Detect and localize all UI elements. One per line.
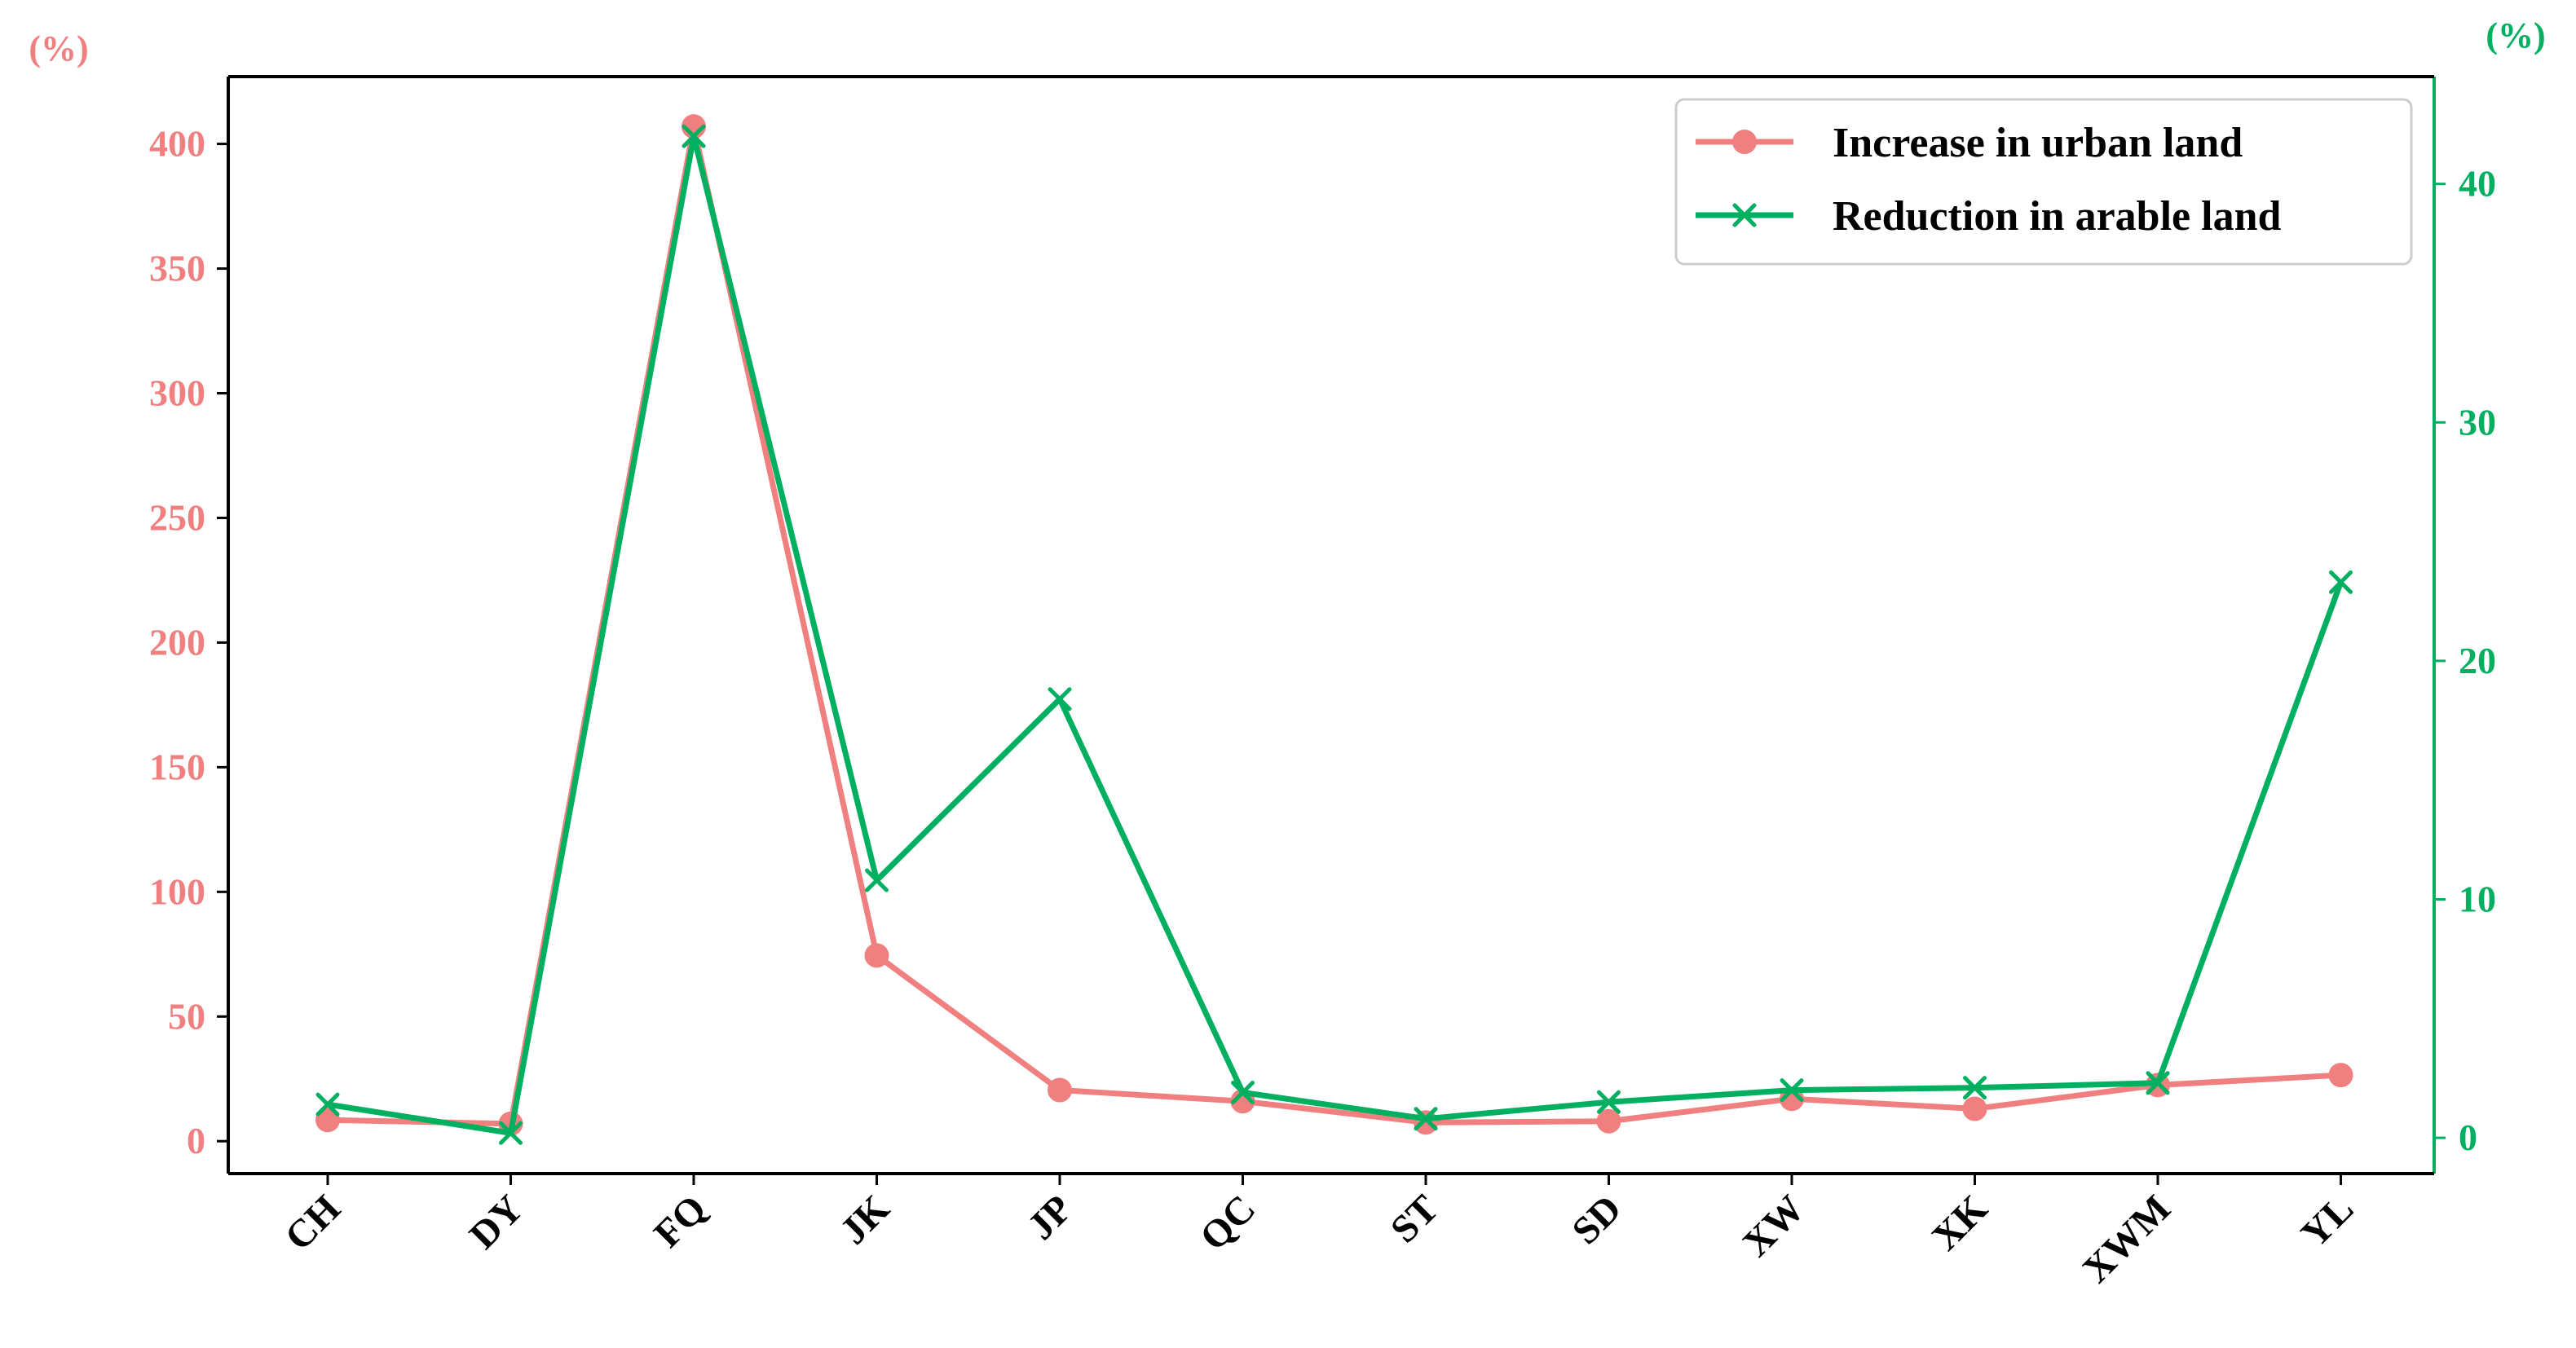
x-tick-label: YL xyxy=(2293,1187,2362,1256)
legend-arable-label: Reduction in arable land xyxy=(1833,193,2281,240)
left-tick-label: 400 xyxy=(149,123,205,165)
x-axis-ticks: CH DY FQ JK JP QC ST SD XW XK XWM YL xyxy=(276,1174,2362,1291)
arable-data-point xyxy=(1231,1081,1255,1105)
x-tick-label: JP xyxy=(1020,1187,1081,1248)
legend-arable-marker xyxy=(1732,203,1757,227)
x-tick-label: FQ xyxy=(646,1187,715,1256)
left-tick-label: 50 xyxy=(168,995,205,1037)
left-axis-unit-label: (%) xyxy=(29,29,88,68)
right-axis-unit-label: (%) xyxy=(2486,15,2545,55)
left-tick-label: 350 xyxy=(149,248,205,289)
left-tick-label: 250 xyxy=(149,496,205,538)
series-layer xyxy=(315,114,2353,1145)
x-tick-label: SD xyxy=(1564,1187,1630,1253)
right-tick-label: 0 xyxy=(2459,1117,2477,1158)
x-tick-label: JK xyxy=(831,1187,898,1253)
left-tick-label: 300 xyxy=(149,372,205,414)
arable-data-point xyxy=(1048,687,1072,711)
urban-data-point xyxy=(864,943,889,968)
urban-data-point xyxy=(1596,1108,1621,1134)
arable-series-line xyxy=(327,133,2344,1136)
arable-data-point xyxy=(681,124,706,148)
arable-data-point xyxy=(2329,570,2353,594)
arable-data-point xyxy=(865,868,889,892)
urban-data-point xyxy=(1414,1110,1438,1135)
legend-urban-marker xyxy=(1732,130,1757,154)
urban-data-point xyxy=(1048,1077,1072,1103)
arable-data-point xyxy=(1414,1107,1438,1131)
x-tick-label: CH xyxy=(276,1187,348,1258)
urban-data-point xyxy=(315,1108,340,1133)
x-tick-label: QC xyxy=(1192,1187,1264,1258)
arable-data-point xyxy=(1963,1076,1987,1100)
x-tick-label: DY xyxy=(461,1187,532,1257)
right-tick-label: 30 xyxy=(2459,401,2496,443)
arable-data-point xyxy=(499,1121,523,1145)
arable-data-point xyxy=(1597,1090,1621,1114)
right-tick-label: 10 xyxy=(2459,879,2496,920)
x-tick-label: XK xyxy=(1924,1187,1996,1258)
x-tick-label: XW xyxy=(1735,1187,1813,1265)
right-axis-ticks: 0 10 20 30 40 xyxy=(2434,163,2496,1158)
legend: Increase in urban land Reduction in arab… xyxy=(1674,98,2413,266)
x-tick-label: ST xyxy=(1383,1187,1447,1251)
arable-data-point xyxy=(315,1092,340,1117)
right-tick-label: 40 xyxy=(2459,163,2496,205)
left-tick-label: 200 xyxy=(149,621,205,663)
urban-data-point xyxy=(2328,1063,2353,1088)
x-tick-label: XWM xyxy=(2075,1187,2179,1291)
legend-urban-label: Increase in urban land xyxy=(1833,120,2243,166)
arable-data-point xyxy=(2146,1071,2170,1095)
urban-data-point xyxy=(1962,1096,1987,1121)
left-axis-ticks: 0 50 100 150 200 250 300 350 400 xyxy=(149,123,228,1161)
urban-series-line xyxy=(327,123,2341,1127)
legend-box xyxy=(1674,98,2413,266)
right-tick-label: 20 xyxy=(2459,640,2496,681)
arable-data-point xyxy=(1780,1078,1804,1103)
left-tick-label: 0 xyxy=(187,1120,205,1161)
axes-frame xyxy=(227,75,2436,1175)
left-tick-label: 100 xyxy=(149,870,205,912)
left-tick-label: 150 xyxy=(149,746,205,787)
